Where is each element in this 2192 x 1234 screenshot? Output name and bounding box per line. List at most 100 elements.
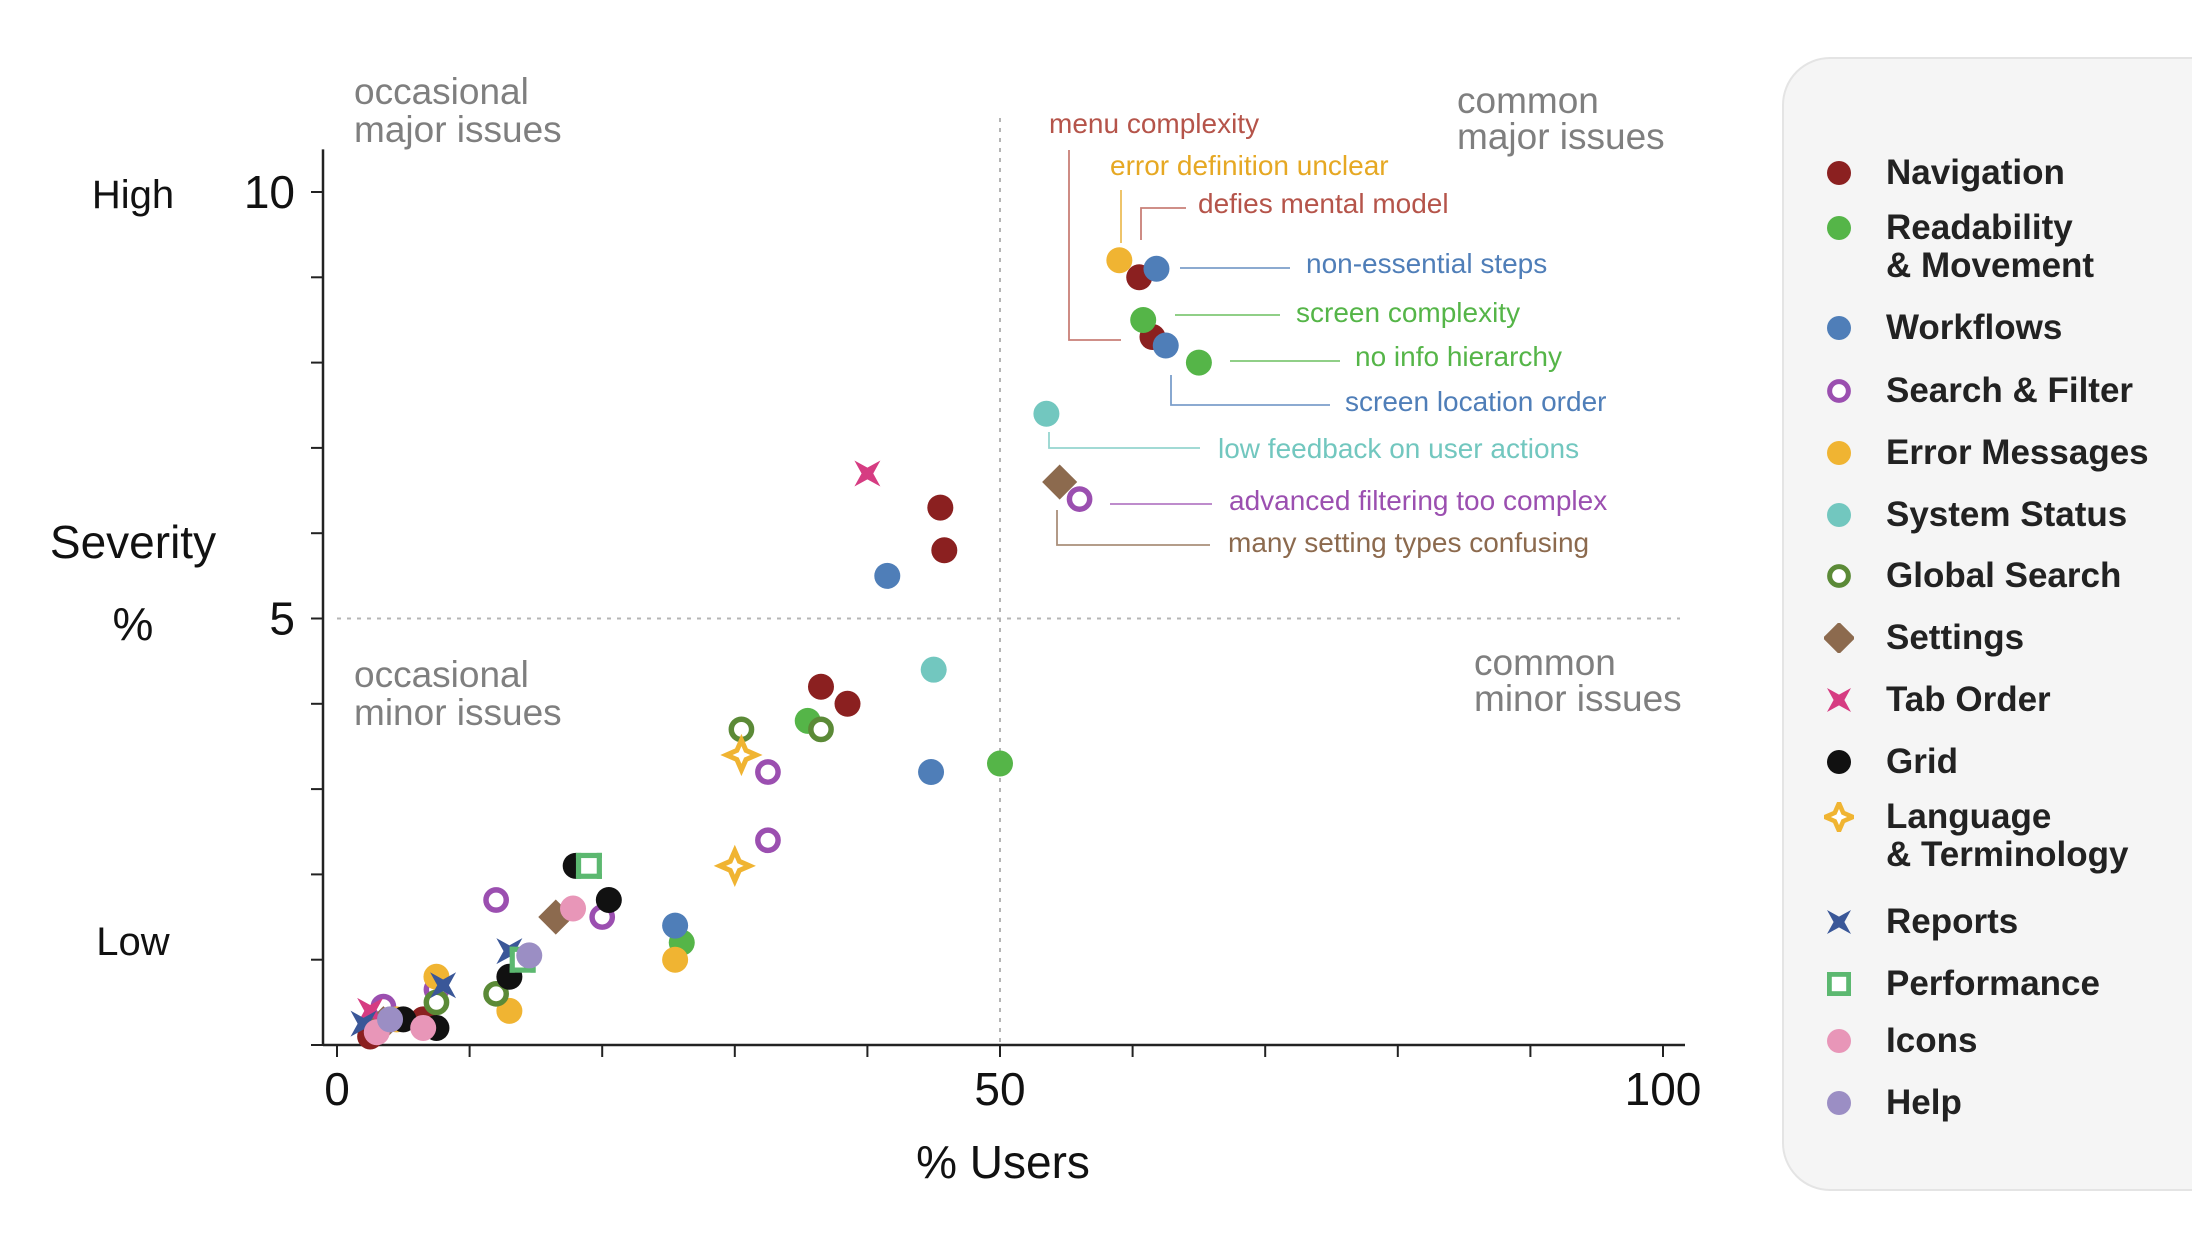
point-help — [516, 942, 543, 969]
quadrant-label-top-right: common major issues — [1457, 80, 1665, 157]
marker-corner — [509, 946, 515, 952]
legend-label: Language & Terminology — [1886, 797, 2129, 874]
point-navigation — [931, 537, 958, 564]
annotation-label: non-essential steps — [1306, 248, 1547, 279]
legend-marker-shape — [1827, 750, 1851, 774]
legend-marker — [1827, 379, 1851, 403]
legend-marker-shape — [1827, 379, 1851, 403]
annotation-label: advanced filtering too complex — [1229, 485, 1607, 516]
point-workflows — [1152, 332, 1179, 359]
point-navigation — [927, 494, 954, 521]
legend-marker-shape — [1827, 688, 1851, 712]
legend: Navigation Readability & Movement Workflow… — [1782, 57, 2192, 1191]
y-tick-label: 10 — [244, 166, 295, 218]
marker-corner — [1846, 991, 1851, 996]
legend-label: Global Search — [1886, 556, 2122, 595]
legend-marker — [1827, 161, 1851, 185]
point-reports — [430, 972, 457, 999]
legend-marker-shape — [1827, 564, 1851, 588]
legend-item-performance: Performance — [1784, 965, 2192, 1003]
legend-marker — [1827, 564, 1851, 588]
point-search-filter — [755, 827, 781, 854]
annotation-label: screen location order — [1345, 386, 1606, 417]
marker-corner — [575, 873, 582, 879]
x-tick-label: 0 — [324, 1063, 350, 1115]
legend-marker — [1827, 1091, 1851, 1115]
y-axis-unit: % — [113, 598, 154, 650]
annotation-label: no info hierarchy — [1355, 341, 1562, 372]
point-icons — [410, 1014, 437, 1041]
legend-marker-shape — [1824, 802, 1854, 832]
annotation-label: menu complexity — [1049, 108, 1259, 139]
legend-marker-shape — [1827, 216, 1851, 240]
legend-item-search-filter: Search & Filter — [1784, 372, 2192, 410]
legend-label: Readability & Movement — [1886, 208, 2095, 285]
point-tab-order — [357, 997, 384, 1024]
point-workflows — [662, 912, 689, 939]
x-tick-label: 100 — [1625, 1063, 1702, 1115]
point-readability-movement — [1130, 306, 1157, 333]
legend-label: Performance — [1886, 964, 2100, 1003]
legend-marker-shape — [1827, 161, 1851, 185]
point-workflows — [918, 759, 945, 786]
legend-item-grid: Grid — [1784, 743, 2192, 781]
legend-item-icons: Icons — [1784, 1022, 2192, 1060]
legend-marker — [1824, 623, 1854, 653]
marker-corner — [575, 852, 582, 859]
annotation-label: low feedback on user actions — [1218, 433, 1579, 464]
point-language-terminology — [720, 733, 763, 777]
marker-corner — [1846, 972, 1851, 977]
marker-corner — [1827, 972, 1832, 977]
point-language-terminology — [713, 844, 756, 887]
legend-item-settings: Settings — [1784, 619, 2192, 657]
point-global-search — [483, 980, 509, 1007]
point-search-filter — [755, 759, 781, 785]
quadrant-label-top-left: occasional major issues — [354, 71, 562, 150]
point-help — [377, 1006, 404, 1033]
legend-item-navigation: Navigation — [1784, 154, 2192, 192]
legend-marker-shape — [1827, 1091, 1851, 1115]
x-tick-label: 50 — [974, 1063, 1025, 1115]
legend-marker-shape — [1827, 503, 1851, 527]
point-settings — [1042, 464, 1078, 500]
annotation-leader-line — [1140, 207, 1186, 240]
legend-marker — [1827, 688, 1851, 712]
legend-item-reports: Reports — [1784, 903, 2192, 941]
legend-label: System Status — [1886, 495, 2128, 534]
legend-marker — [1827, 1029, 1851, 1053]
point-system-status — [1033, 400, 1060, 427]
annotation-leader-line — [1048, 432, 1200, 449]
y-level-low-label: Low — [96, 920, 169, 964]
y-level-high-label: High — [92, 173, 174, 217]
quadrant-label-bottom-right: common minor issues — [1474, 642, 1682, 719]
legend-label: Workflows — [1886, 308, 2063, 347]
point-workflows — [874, 562, 901, 589]
y-tick-label: 5 — [269, 593, 295, 645]
quadrant-label-bottom-left: occasional minor issues — [354, 654, 562, 733]
legend-item-system-status: System Status — [1784, 496, 2192, 534]
annotation-leader-line — [1068, 150, 1121, 341]
point-tab-order — [854, 460, 881, 487]
legend-item-global-search: Global Search — [1784, 557, 2192, 595]
legend-label: Tab Order — [1886, 680, 2051, 719]
annotation-label: many setting types confusing — [1228, 527, 1589, 558]
marker-corner — [596, 852, 602, 859]
x-axis-title: % Users — [916, 1136, 1090, 1188]
legend-marker-shape — [1827, 316, 1851, 340]
point-icons — [560, 895, 587, 922]
point-search-filter — [1066, 486, 1093, 512]
point-readability-movement — [987, 750, 1013, 777]
point-search-filter — [483, 887, 509, 913]
legend-item-workflows: Workflows — [1784, 309, 2192, 347]
legend-marker-shape — [1827, 972, 1852, 997]
legend-item-help: Help — [1784, 1084, 2192, 1122]
y-axis-title: Severity — [50, 516, 216, 568]
legend-marker — [1827, 316, 1851, 340]
legend-marker-shape — [1827, 1029, 1851, 1053]
annotation-leader-line — [1170, 375, 1330, 406]
legend-label: Grid — [1886, 742, 1958, 781]
point-performance — [575, 852, 602, 879]
legend-item-language-terminology: Language & Terminology — [1784, 798, 2192, 874]
legend-marker — [1827, 910, 1851, 934]
